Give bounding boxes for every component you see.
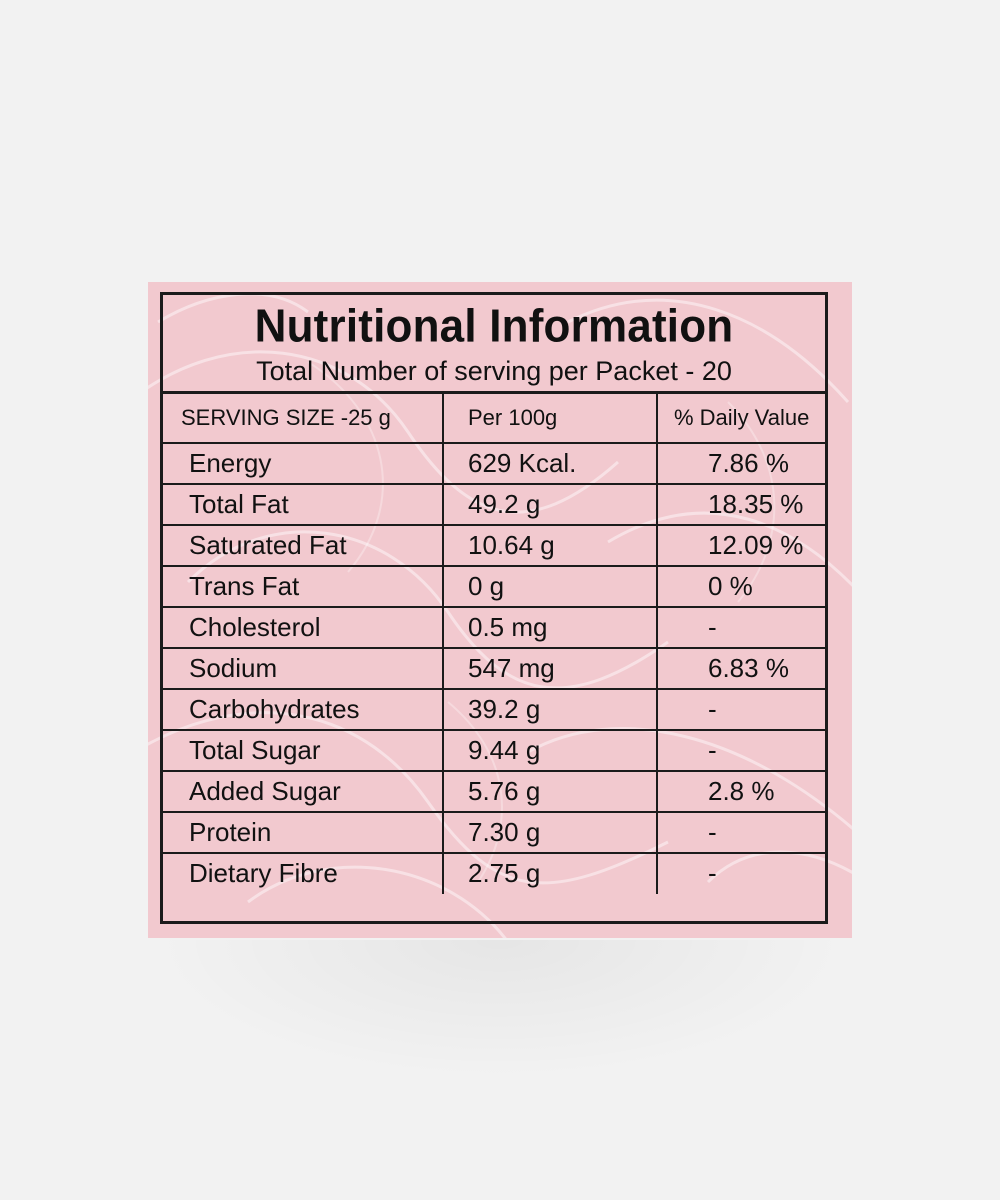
nutrient-name: Dietary Fibre xyxy=(163,851,444,894)
nutrient-per100g: 49.2 g xyxy=(442,482,658,526)
nutrient-per100g: 9.44 g xyxy=(442,728,658,772)
header-serving-size: SERVING SIZE -25 g xyxy=(163,391,444,444)
table-row: Cholesterol 0.5 mg - xyxy=(163,605,825,649)
nutrient-name: Total Fat xyxy=(163,482,444,526)
nutrient-name: Sodium xyxy=(163,646,444,690)
product-shadow xyxy=(150,940,850,1080)
table-row: Protein 7.30 g - xyxy=(163,810,825,854)
nutrient-daily-value: 18.35 % xyxy=(656,482,825,526)
nutrient-daily-value: - xyxy=(656,851,825,894)
table-header-row: SERVING SIZE -25 g Per 100g % Daily Valu… xyxy=(163,391,825,444)
nutrient-per100g: 0 g xyxy=(442,564,658,608)
nutrient-daily-value: - xyxy=(656,810,825,854)
nutrient-per100g: 0.5 mg xyxy=(442,605,658,649)
nutrient-daily-value: 0 % xyxy=(656,564,825,608)
label-subtitle: Total Number of serving per Packet - 20 xyxy=(256,356,732,386)
nutrition-panel: Nutritional Information Total Number of … xyxy=(160,292,828,924)
nutrient-per100g: 39.2 g xyxy=(442,687,658,731)
nutrient-daily-value: 2.8 % xyxy=(656,769,825,813)
table-row: Added Sugar 5.76 g 2.8 % xyxy=(163,769,825,813)
nutrient-daily-value: 6.83 % xyxy=(656,646,825,690)
nutrient-name: Added Sugar xyxy=(163,769,444,813)
nutrient-daily-value: 12.09 % xyxy=(656,523,825,567)
nutrient-name: Trans Fat xyxy=(163,564,444,608)
nutrient-per100g: 5.76 g xyxy=(442,769,658,813)
nutrition-label: Nutritional Information Total Number of … xyxy=(148,282,852,938)
nutrient-name: Cholesterol xyxy=(163,605,444,649)
nutrient-per100g: 7.30 g xyxy=(442,810,658,854)
nutrient-per100g: 10.64 g xyxy=(442,523,658,567)
nutrient-name: Energy xyxy=(163,441,444,485)
nutrient-daily-value: - xyxy=(656,687,825,731)
table-row: Saturated Fat 10.64 g 12.09 % xyxy=(163,523,825,567)
table-row: Energy 629 Kcal. 7.86 % xyxy=(163,441,825,485)
table-row: Sodium 547 mg 6.83 % xyxy=(163,646,825,690)
nutrient-name: Total Sugar xyxy=(163,728,444,772)
nutrient-name: Saturated Fat xyxy=(163,523,444,567)
nutrient-daily-value: - xyxy=(656,728,825,772)
table-row: Carbohydrates 39.2 g - xyxy=(163,687,825,731)
table-row: Dietary Fibre 2.75 g - xyxy=(163,851,825,894)
table-row: Total Fat 49.2 g 18.35 % xyxy=(163,482,825,526)
nutrient-daily-value: - xyxy=(656,605,825,649)
header-daily-value: % Daily Value xyxy=(656,391,825,444)
nutrient-per100g: 629 Kcal. xyxy=(442,441,658,485)
header-per-100g: Per 100g xyxy=(442,391,658,444)
table-row: Total Sugar 9.44 g - xyxy=(163,728,825,772)
nutrient-per100g: 2.75 g xyxy=(442,851,658,894)
table-row: Trans Fat 0 g 0 % xyxy=(163,564,825,608)
label-title: Nutritional Information xyxy=(254,300,734,353)
nutrition-table: SERVING SIZE -25 g Per 100g % Daily Valu… xyxy=(163,391,825,894)
nutrient-name: Protein xyxy=(163,810,444,854)
nutrient-per100g: 547 mg xyxy=(442,646,658,690)
nutrient-daily-value: 7.86 % xyxy=(656,441,825,485)
nutrient-name: Carbohydrates xyxy=(163,687,444,731)
